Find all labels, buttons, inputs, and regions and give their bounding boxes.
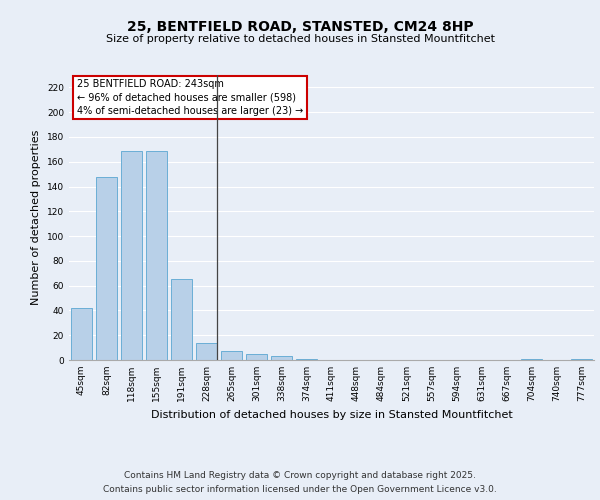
Bar <box>71 308 92 360</box>
Text: 25 BENTFIELD ROAD: 243sqm
← 96% of detached houses are smaller (598)
4% of semi-: 25 BENTFIELD ROAD: 243sqm ← 96% of detac… <box>77 80 303 116</box>
Bar <box>121 150 142 360</box>
Bar <box>271 356 292 360</box>
Bar <box>296 359 317 360</box>
X-axis label: Distribution of detached houses by size in Stansted Mountfitchet: Distribution of detached houses by size … <box>151 410 512 420</box>
Bar <box>146 150 167 360</box>
Text: Contains public sector information licensed under the Open Government Licence v3: Contains public sector information licen… <box>103 484 497 494</box>
Bar <box>171 280 192 360</box>
Y-axis label: Number of detached properties: Number of detached properties <box>31 130 41 305</box>
Bar <box>571 359 592 360</box>
Text: 25, BENTFIELD ROAD, STANSTED, CM24 8HP: 25, BENTFIELD ROAD, STANSTED, CM24 8HP <box>127 20 473 34</box>
Bar <box>96 176 117 360</box>
Text: Size of property relative to detached houses in Stansted Mountfitchet: Size of property relative to detached ho… <box>106 34 494 43</box>
Bar <box>196 342 217 360</box>
Text: Contains HM Land Registry data © Crown copyright and database right 2025.: Contains HM Land Registry data © Crown c… <box>124 472 476 480</box>
Bar <box>246 354 267 360</box>
Bar <box>221 352 242 360</box>
Bar <box>521 359 542 360</box>
